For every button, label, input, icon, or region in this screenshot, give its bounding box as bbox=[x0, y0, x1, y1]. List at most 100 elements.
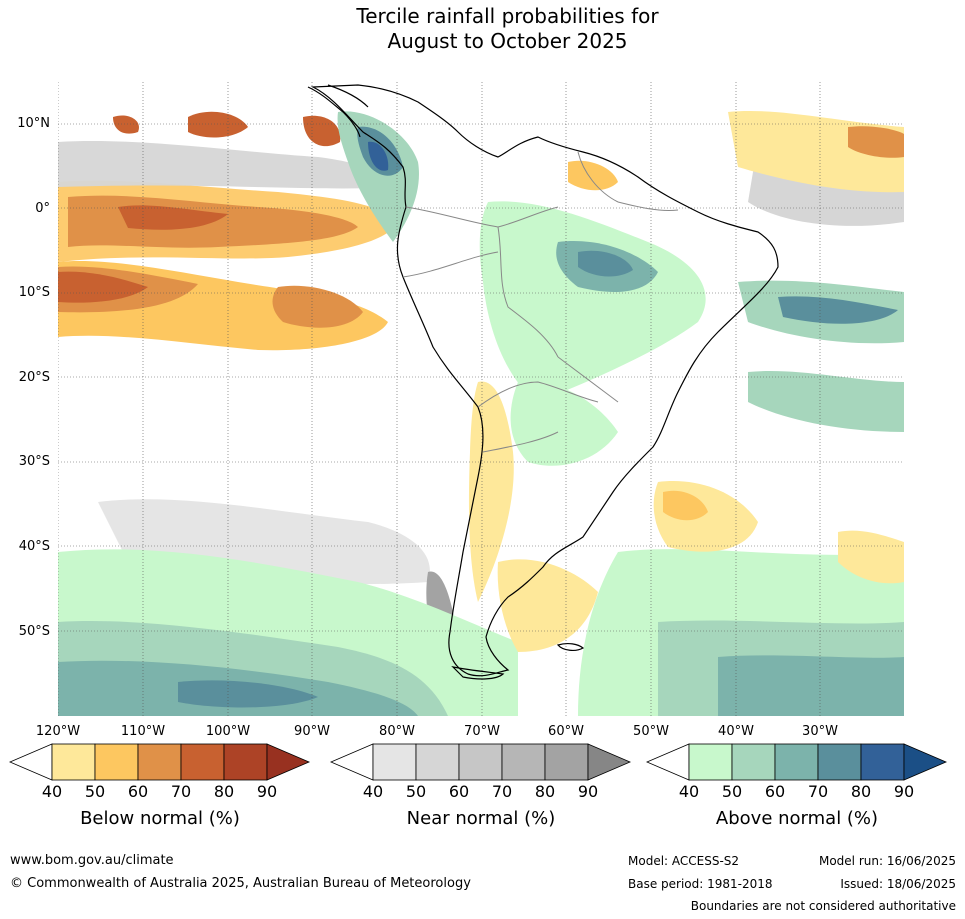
footer-copyright: © Commonwealth of Australia 2025, Austra… bbox=[10, 876, 471, 891]
probability-field bbox=[58, 110, 904, 716]
lat-label-40s: 40°S bbox=[18, 539, 50, 554]
below-extend-low bbox=[8, 743, 53, 781]
lon-label-40w: 40°W bbox=[718, 724, 754, 739]
footer-model: Model: ACCESS-S2 bbox=[628, 854, 740, 868]
lon-label-50w: 50°W bbox=[633, 724, 669, 739]
lat-label-20s: 20°S bbox=[18, 370, 50, 385]
footer-issued: Issued: 18/06/2025 bbox=[840, 877, 956, 891]
lat-label-50s: 50°S bbox=[18, 624, 50, 639]
near-tick-50: 50 bbox=[405, 782, 427, 801]
above-brazil bbox=[479, 201, 706, 402]
below-segment-70 bbox=[180, 743, 225, 781]
below-tick-40: 40 bbox=[41, 782, 63, 801]
below-segment-40 bbox=[51, 743, 96, 781]
above-south-core-2 bbox=[178, 680, 318, 708]
above-tick-50: 50 bbox=[721, 782, 743, 801]
below-south-america bbox=[468, 381, 514, 602]
below-segment-80 bbox=[223, 743, 268, 781]
graticule bbox=[58, 82, 904, 716]
above-segment-60 bbox=[774, 743, 819, 781]
map-svg bbox=[58, 82, 904, 716]
footer-url[interactable]: www.bom.gov.au/climate bbox=[10, 853, 174, 868]
above-southeast-3 bbox=[718, 655, 904, 716]
above-segment-80 bbox=[860, 743, 905, 781]
lon-label-70w: 70°W bbox=[464, 724, 500, 739]
falklands bbox=[556, 642, 585, 651]
near-segment-50 bbox=[415, 743, 460, 781]
footer-disclaimer: Boundaries are not considered authoritat… bbox=[690, 899, 956, 913]
above-extend-low bbox=[645, 743, 690, 781]
below-segment-50 bbox=[94, 743, 139, 781]
above-atlantic-core bbox=[778, 296, 898, 324]
above-andes-north bbox=[337, 111, 419, 242]
colorbar-below bbox=[8, 743, 311, 781]
near-north-band bbox=[58, 140, 398, 189]
below-atlantic-core bbox=[663, 490, 708, 521]
below-strong-south-pacific bbox=[58, 271, 148, 303]
lat-label-30s: 30°S bbox=[18, 454, 50, 469]
near-tick-40: 40 bbox=[362, 782, 384, 801]
lat-label-0: 0° bbox=[35, 201, 50, 216]
lat-label-10n: 10°N bbox=[17, 116, 50, 131]
map-title: Tercile rainfall probabilities for Augus… bbox=[0, 4, 965, 54]
below-south-ocean bbox=[838, 530, 904, 584]
lat-label-10s: 10°S bbox=[18, 285, 50, 300]
below-patagonia bbox=[497, 559, 598, 652]
lon-label-60w: 60°W bbox=[548, 724, 584, 739]
above-tick-60: 60 bbox=[764, 782, 786, 801]
near-segment-40 bbox=[372, 743, 417, 781]
lon-label-30w: 30°W bbox=[802, 724, 838, 739]
lon-label-110w: 110°W bbox=[120, 724, 166, 739]
colorbar-title-near: Near normal (%) bbox=[406, 808, 556, 829]
near-tick-80: 80 bbox=[534, 782, 556, 801]
colorbar-title-below: Below normal (%) bbox=[80, 808, 240, 829]
colorbar-above bbox=[645, 743, 948, 781]
coastline bbox=[307, 84, 779, 680]
below-tick-50: 50 bbox=[84, 782, 106, 801]
below-north-blob-3 bbox=[113, 115, 139, 134]
central-america-outline bbox=[307, 84, 369, 138]
near-segment-60 bbox=[458, 743, 503, 781]
above-tick-80: 80 bbox=[850, 782, 872, 801]
below-tick-60: 60 bbox=[127, 782, 149, 801]
near-extend-high bbox=[587, 743, 632, 781]
below-venezuela bbox=[568, 160, 618, 191]
below-east-pacific bbox=[272, 285, 363, 328]
title-line-2: August to October 2025 bbox=[387, 29, 628, 53]
footer-model-run: Model run: 16/06/2025 bbox=[818, 854, 956, 868]
country-borders bbox=[402, 151, 679, 453]
below-tick-90: 90 bbox=[256, 782, 278, 801]
lon-label-90w: 90°W bbox=[294, 724, 330, 739]
above-extend-high bbox=[903, 743, 948, 781]
near-segment-80 bbox=[544, 743, 589, 781]
south-america-outline bbox=[310, 84, 779, 677]
near-extend-low bbox=[329, 743, 374, 781]
below-extend-high bbox=[266, 743, 311, 781]
below-strong-pacific bbox=[118, 205, 228, 230]
below-north-blob-2 bbox=[303, 115, 341, 147]
above-tick-40: 40 bbox=[678, 782, 700, 801]
near-tick-60: 60 bbox=[448, 782, 470, 801]
above-segment-50 bbox=[731, 743, 776, 781]
below-segment-60 bbox=[137, 743, 182, 781]
footer-base-period: Base period: 1981-2018 bbox=[628, 877, 773, 891]
lon-label-80w: 80°W bbox=[379, 724, 415, 739]
below-east-north-core bbox=[848, 126, 904, 158]
below-tick-70: 70 bbox=[170, 782, 192, 801]
map-panel[interactable] bbox=[58, 82, 904, 716]
title-line-1: Tercile rainfall probabilities for bbox=[356, 4, 659, 28]
above-segment-70 bbox=[817, 743, 862, 781]
lon-label-120w: 120°W bbox=[35, 724, 81, 739]
above-tick-70: 70 bbox=[807, 782, 829, 801]
below-north-blob bbox=[188, 111, 248, 138]
near-segment-70 bbox=[501, 743, 546, 781]
colorbar-title-above: Above normal (%) bbox=[715, 808, 879, 829]
tierra-del-fuego bbox=[451, 666, 505, 680]
lon-label-100w: 100°W bbox=[205, 724, 251, 739]
above-brazil-strong bbox=[578, 250, 633, 277]
above-argentina bbox=[510, 381, 618, 466]
above-segment-40 bbox=[688, 743, 733, 781]
above-tick-90: 90 bbox=[893, 782, 915, 801]
near-tick-90: 90 bbox=[577, 782, 599, 801]
above-andes-strong bbox=[368, 141, 389, 171]
